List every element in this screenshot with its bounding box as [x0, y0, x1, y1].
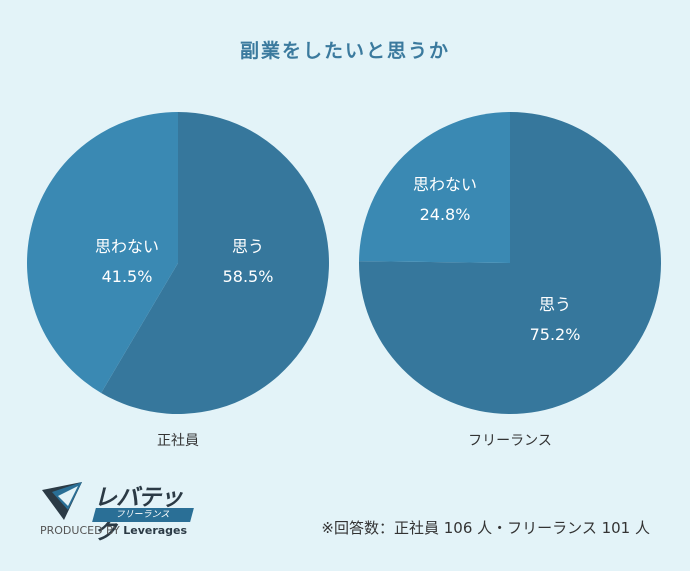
produced-brand: Leverages — [123, 524, 188, 537]
pie-chart-freelance — [359, 112, 662, 414]
pie-slice-omou — [359, 112, 662, 414]
slice-value: 41.5% — [101, 267, 153, 286]
slice-name: 思わない — [412, 175, 477, 194]
pie-slice-omowanai — [359, 112, 510, 263]
chart-title: 副業をしたいと思うか — [239, 40, 450, 62]
slice-name: 思う — [231, 237, 264, 256]
produced-prefix: PRODUCED BY — [40, 524, 120, 537]
pie-slice-omou — [101, 112, 329, 414]
category-label-freelance: フリーランス — [468, 433, 552, 449]
footnote: ※回答数：正社員 106 人・フリーランス 101 人 — [321, 519, 650, 537]
logo-mark-icon — [42, 482, 82, 520]
logo-name: レバテック — [94, 485, 183, 545]
slice-name: 思わない — [94, 237, 159, 256]
logo-subname: フリーランス — [92, 508, 194, 522]
levtech-logo: レバテック フリーランス PRODUCED BY Leverages — [38, 478, 198, 545]
slice-label-omowanai-freelance: 思わない 24.8% — [390, 170, 500, 230]
slice-label-omou-freelance: 思う 75.2% — [500, 290, 610, 350]
slice-name: 思う — [538, 295, 571, 314]
pie-chart-seishain — [26, 112, 329, 414]
slice-value: 24.8% — [419, 205, 471, 224]
logo-produced-by: PRODUCED BY Leverages — [40, 524, 187, 537]
category-label-seishain: 正社員 — [157, 433, 199, 449]
slice-label-omowanai-seishain: 思わない 41.5% — [72, 232, 182, 292]
slice-label-omou-seishain: 思う 58.5% — [193, 232, 303, 292]
slice-value: 58.5% — [222, 267, 274, 286]
slice-value: 75.2% — [529, 325, 581, 344]
pie-slice-omowanai — [26, 112, 178, 393]
